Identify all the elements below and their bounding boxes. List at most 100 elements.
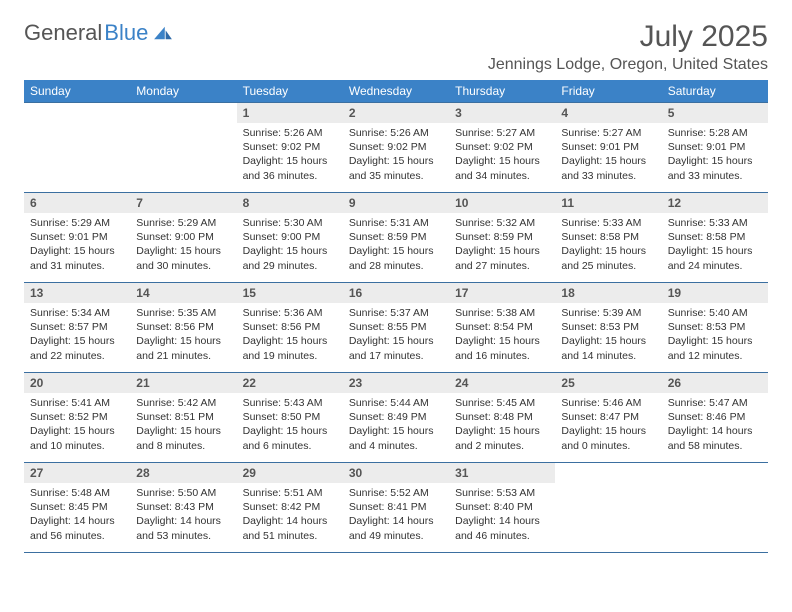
calendar-week-row: 20Sunrise: 5:41 AMSunset: 8:52 PMDayligh… bbox=[24, 373, 768, 463]
day-number: 20 bbox=[24, 373, 130, 393]
day-details: Sunrise: 5:44 AMSunset: 8:49 PMDaylight:… bbox=[343, 393, 449, 459]
calendar-day-cell: 27Sunrise: 5:48 AMSunset: 8:45 PMDayligh… bbox=[24, 463, 130, 553]
calendar-day-cell: 2Sunrise: 5:26 AMSunset: 9:02 PMDaylight… bbox=[343, 103, 449, 193]
brand-logo: GeneralBlue bbox=[24, 20, 174, 46]
location-text: Jennings Lodge, Oregon, United States bbox=[488, 56, 768, 74]
calendar-week-row: 27Sunrise: 5:48 AMSunset: 8:45 PMDayligh… bbox=[24, 463, 768, 553]
day-details: Sunrise: 5:41 AMSunset: 8:52 PMDaylight:… bbox=[24, 393, 130, 459]
calendar-day-cell: 13Sunrise: 5:34 AMSunset: 8:57 PMDayligh… bbox=[24, 283, 130, 373]
day-number: 25 bbox=[555, 373, 661, 393]
sail-icon bbox=[152, 25, 174, 41]
day-number: 30 bbox=[343, 463, 449, 483]
calendar-day-cell: 5Sunrise: 5:28 AMSunset: 9:01 PMDaylight… bbox=[662, 103, 768, 193]
calendar-week-row: 13Sunrise: 5:34 AMSunset: 8:57 PMDayligh… bbox=[24, 283, 768, 373]
day-number: 16 bbox=[343, 283, 449, 303]
calendar-day-cell: 9Sunrise: 5:31 AMSunset: 8:59 PMDaylight… bbox=[343, 193, 449, 283]
day-details: Sunrise: 5:38 AMSunset: 8:54 PMDaylight:… bbox=[449, 303, 555, 369]
calendar-day-cell: 16Sunrise: 5:37 AMSunset: 8:55 PMDayligh… bbox=[343, 283, 449, 373]
day-number: 5 bbox=[662, 103, 768, 123]
day-details: Sunrise: 5:34 AMSunset: 8:57 PMDaylight:… bbox=[24, 303, 130, 369]
day-details: Sunrise: 5:53 AMSunset: 8:40 PMDaylight:… bbox=[449, 483, 555, 549]
day-details: Sunrise: 5:46 AMSunset: 8:47 PMDaylight:… bbox=[555, 393, 661, 459]
day-details: Sunrise: 5:28 AMSunset: 9:01 PMDaylight:… bbox=[662, 123, 768, 189]
calendar-day-cell: 4Sunrise: 5:27 AMSunset: 9:01 PMDaylight… bbox=[555, 103, 661, 193]
calendar-day-cell: 1Sunrise: 5:26 AMSunset: 9:02 PMDaylight… bbox=[237, 103, 343, 193]
weekday-header: Friday bbox=[555, 80, 661, 103]
calendar-day-cell: . bbox=[130, 103, 236, 193]
calendar-day-cell: 19Sunrise: 5:40 AMSunset: 8:53 PMDayligh… bbox=[662, 283, 768, 373]
calendar-day-cell: 31Sunrise: 5:53 AMSunset: 8:40 PMDayligh… bbox=[449, 463, 555, 553]
calendar-table: Sunday Monday Tuesday Wednesday Thursday… bbox=[24, 80, 768, 553]
day-number: 28 bbox=[130, 463, 236, 483]
month-title: July 2025 bbox=[488, 20, 768, 54]
day-number: 3 bbox=[449, 103, 555, 123]
day-details: Sunrise: 5:30 AMSunset: 9:00 PMDaylight:… bbox=[237, 213, 343, 279]
day-number: 1 bbox=[237, 103, 343, 123]
calendar-day-cell: 14Sunrise: 5:35 AMSunset: 8:56 PMDayligh… bbox=[130, 283, 236, 373]
calendar-day-cell: 26Sunrise: 5:47 AMSunset: 8:46 PMDayligh… bbox=[662, 373, 768, 463]
day-number: 4 bbox=[555, 103, 661, 123]
calendar-day-cell: 28Sunrise: 5:50 AMSunset: 8:43 PMDayligh… bbox=[130, 463, 236, 553]
calendar-week-row: ..1Sunrise: 5:26 AMSunset: 9:02 PMDaylig… bbox=[24, 103, 768, 193]
day-details: Sunrise: 5:35 AMSunset: 8:56 PMDaylight:… bbox=[130, 303, 236, 369]
day-number: 21 bbox=[130, 373, 236, 393]
title-block: July 2025 Jennings Lodge, Oregon, United… bbox=[488, 20, 768, 74]
weekday-header: Sunday bbox=[24, 80, 130, 103]
day-details: Sunrise: 5:27 AMSunset: 9:02 PMDaylight:… bbox=[449, 123, 555, 189]
day-details: Sunrise: 5:50 AMSunset: 8:43 PMDaylight:… bbox=[130, 483, 236, 549]
day-details: Sunrise: 5:40 AMSunset: 8:53 PMDaylight:… bbox=[662, 303, 768, 369]
day-number: 29 bbox=[237, 463, 343, 483]
calendar-day-cell: 25Sunrise: 5:46 AMSunset: 8:47 PMDayligh… bbox=[555, 373, 661, 463]
calendar-day-cell: . bbox=[555, 463, 661, 553]
day-details: Sunrise: 5:52 AMSunset: 8:41 PMDaylight:… bbox=[343, 483, 449, 549]
calendar-day-cell: 3Sunrise: 5:27 AMSunset: 9:02 PMDaylight… bbox=[449, 103, 555, 193]
day-details: Sunrise: 5:39 AMSunset: 8:53 PMDaylight:… bbox=[555, 303, 661, 369]
day-details: Sunrise: 5:48 AMSunset: 8:45 PMDaylight:… bbox=[24, 483, 130, 549]
weekday-header: Wednesday bbox=[343, 80, 449, 103]
day-details: Sunrise: 5:31 AMSunset: 8:59 PMDaylight:… bbox=[343, 213, 449, 279]
calendar-day-cell: 10Sunrise: 5:32 AMSunset: 8:59 PMDayligh… bbox=[449, 193, 555, 283]
day-number: 9 bbox=[343, 193, 449, 213]
day-details: Sunrise: 5:36 AMSunset: 8:56 PMDaylight:… bbox=[237, 303, 343, 369]
day-number: 22 bbox=[237, 373, 343, 393]
day-details: Sunrise: 5:27 AMSunset: 9:01 PMDaylight:… bbox=[555, 123, 661, 189]
day-number: 19 bbox=[662, 283, 768, 303]
day-details: Sunrise: 5:37 AMSunset: 8:55 PMDaylight:… bbox=[343, 303, 449, 369]
calendar-week-row: 6Sunrise: 5:29 AMSunset: 9:01 PMDaylight… bbox=[24, 193, 768, 283]
day-details: Sunrise: 5:26 AMSunset: 9:02 PMDaylight:… bbox=[343, 123, 449, 189]
calendar-day-cell: 30Sunrise: 5:52 AMSunset: 8:41 PMDayligh… bbox=[343, 463, 449, 553]
weekday-header: Monday bbox=[130, 80, 236, 103]
calendar-day-cell: 24Sunrise: 5:45 AMSunset: 8:48 PMDayligh… bbox=[449, 373, 555, 463]
day-details: Sunrise: 5:33 AMSunset: 8:58 PMDaylight:… bbox=[555, 213, 661, 279]
day-number: 15 bbox=[237, 283, 343, 303]
calendar-day-cell: 15Sunrise: 5:36 AMSunset: 8:56 PMDayligh… bbox=[237, 283, 343, 373]
calendar-day-cell: 29Sunrise: 5:51 AMSunset: 8:42 PMDayligh… bbox=[237, 463, 343, 553]
day-number: 12 bbox=[662, 193, 768, 213]
day-details: Sunrise: 5:51 AMSunset: 8:42 PMDaylight:… bbox=[237, 483, 343, 549]
day-number: 18 bbox=[555, 283, 661, 303]
calendar-day-cell: 12Sunrise: 5:33 AMSunset: 8:58 PMDayligh… bbox=[662, 193, 768, 283]
weekday-header-row: Sunday Monday Tuesday Wednesday Thursday… bbox=[24, 80, 768, 103]
day-details: Sunrise: 5:43 AMSunset: 8:50 PMDaylight:… bbox=[237, 393, 343, 459]
weekday-header: Thursday bbox=[449, 80, 555, 103]
calendar-day-cell: 18Sunrise: 5:39 AMSunset: 8:53 PMDayligh… bbox=[555, 283, 661, 373]
brand-name-2: Blue bbox=[104, 20, 148, 46]
calendar-day-cell: 20Sunrise: 5:41 AMSunset: 8:52 PMDayligh… bbox=[24, 373, 130, 463]
day-details: Sunrise: 5:45 AMSunset: 8:48 PMDaylight:… bbox=[449, 393, 555, 459]
day-number: 14 bbox=[130, 283, 236, 303]
day-number: 24 bbox=[449, 373, 555, 393]
calendar-day-cell: 21Sunrise: 5:42 AMSunset: 8:51 PMDayligh… bbox=[130, 373, 236, 463]
header: GeneralBlue July 2025 Jennings Lodge, Or… bbox=[24, 20, 768, 74]
calendar-day-cell: . bbox=[24, 103, 130, 193]
calendar-day-cell: 7Sunrise: 5:29 AMSunset: 9:00 PMDaylight… bbox=[130, 193, 236, 283]
calendar-day-cell: 6Sunrise: 5:29 AMSunset: 9:01 PMDaylight… bbox=[24, 193, 130, 283]
calendar-day-cell: 17Sunrise: 5:38 AMSunset: 8:54 PMDayligh… bbox=[449, 283, 555, 373]
day-number: 6 bbox=[24, 193, 130, 213]
day-number: 2 bbox=[343, 103, 449, 123]
day-number: 26 bbox=[662, 373, 768, 393]
weekday-header: Saturday bbox=[662, 80, 768, 103]
calendar-day-cell: 11Sunrise: 5:33 AMSunset: 8:58 PMDayligh… bbox=[555, 193, 661, 283]
day-number: 27 bbox=[24, 463, 130, 483]
day-number: 13 bbox=[24, 283, 130, 303]
day-details: Sunrise: 5:29 AMSunset: 9:00 PMDaylight:… bbox=[130, 213, 236, 279]
